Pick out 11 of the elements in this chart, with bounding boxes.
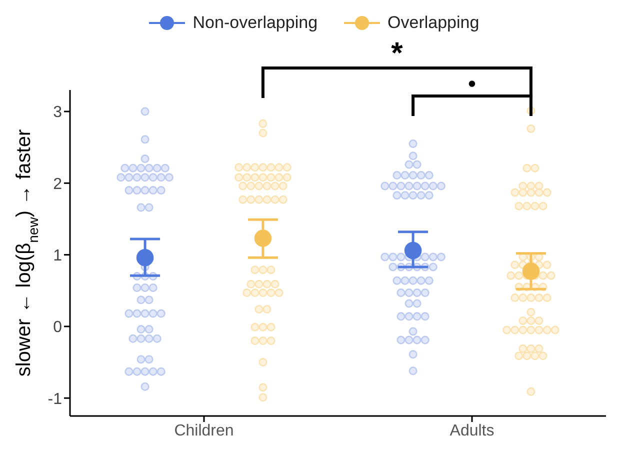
- legend-label: Non-overlapping: [192, 13, 318, 33]
- x-tick-label: Children: [174, 422, 234, 440]
- x-tick-label: Adults: [450, 422, 494, 440]
- text: *: [391, 37, 404, 70]
- y-tick-label: 2: [53, 176, 62, 193]
- y-tick-label: 3: [53, 104, 62, 122]
- legend-label: Overlapping: [388, 13, 480, 33]
- y-tick-label: 1: [53, 247, 62, 264]
- y-tick-label: -1: [48, 390, 62, 408]
- y-tick-label: 0: [53, 319, 62, 336]
- annotation: •: [468, 71, 476, 96]
